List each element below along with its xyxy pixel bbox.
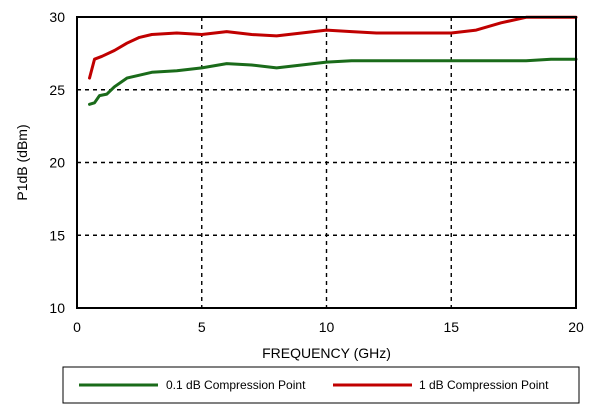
legend-box [62, 366, 580, 404]
plot-frame [76, 16, 577, 309]
legend-label-01db: 0.1 dB Compression Point [166, 378, 306, 392]
y-tick-label: 10 [49, 300, 65, 316]
x-tick-label: 0 [73, 319, 81, 335]
grid-layer [77, 17, 576, 308]
y-tick-label: 30 [49, 9, 65, 25]
y-tick-label: 20 [49, 155, 65, 171]
x-tick-label: 15 [443, 319, 459, 335]
tick-layer: 0 5 10 15 20 10 15 20 25 30 [49, 9, 584, 335]
series-line-1db [88, 15, 578, 80]
series-layer [88, 15, 578, 106]
y-tick-label: 25 [49, 82, 65, 98]
x-axis-title: FREQUENCY (GHz) [262, 345, 391, 361]
x-tick-label: 5 [198, 319, 206, 335]
series-line-01db [88, 57, 578, 106]
legend-label-1db: 1 dB Compression Point [419, 378, 549, 392]
x-tick-label: 20 [568, 319, 584, 335]
legend: 0.1 dB Compression Point 1 dB Compressio… [62, 366, 580, 404]
y-tick-label: 15 [49, 227, 65, 243]
y-axis-title: P1dB (dBm) [14, 124, 30, 200]
x-tick-label: 10 [319, 319, 335, 335]
